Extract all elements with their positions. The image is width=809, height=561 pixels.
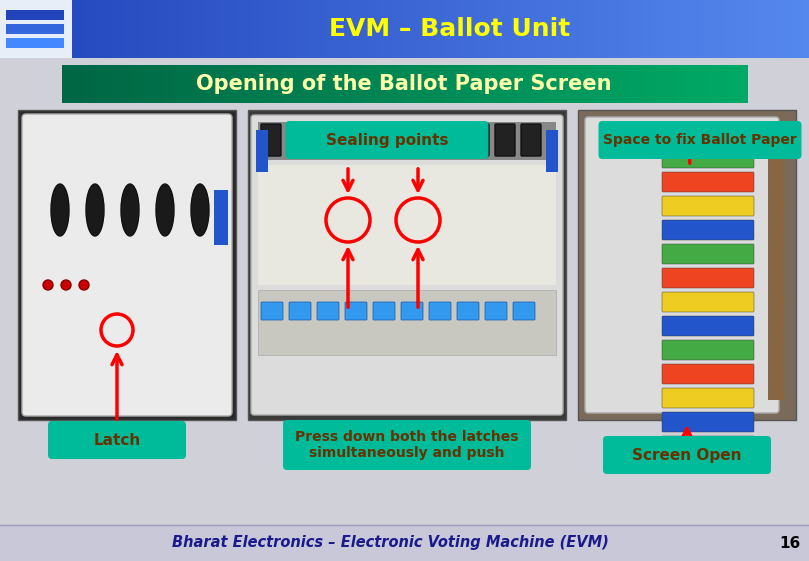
- FancyBboxPatch shape: [417, 124, 437, 156]
- Circle shape: [43, 280, 53, 290]
- FancyBboxPatch shape: [22, 114, 232, 416]
- FancyBboxPatch shape: [0, 525, 809, 561]
- Text: Bharat Electronics – Electronic Voting Machine (EVM): Bharat Electronics – Electronic Voting M…: [172, 536, 608, 550]
- FancyBboxPatch shape: [373, 302, 395, 320]
- FancyBboxPatch shape: [286, 121, 489, 159]
- FancyBboxPatch shape: [6, 24, 64, 34]
- Text: Screen Open: Screen Open: [633, 448, 742, 462]
- FancyBboxPatch shape: [6, 10, 64, 20]
- FancyBboxPatch shape: [214, 190, 228, 245]
- FancyBboxPatch shape: [248, 110, 566, 420]
- FancyBboxPatch shape: [429, 302, 451, 320]
- FancyBboxPatch shape: [546, 130, 558, 172]
- FancyBboxPatch shape: [662, 292, 754, 312]
- FancyBboxPatch shape: [261, 124, 281, 156]
- FancyBboxPatch shape: [258, 165, 556, 285]
- FancyBboxPatch shape: [662, 412, 754, 432]
- FancyBboxPatch shape: [662, 244, 754, 264]
- FancyBboxPatch shape: [662, 436, 754, 456]
- Text: Opening of the Ballot Paper Screen: Opening of the Ballot Paper Screen: [197, 74, 612, 94]
- FancyBboxPatch shape: [401, 302, 423, 320]
- Ellipse shape: [121, 184, 139, 236]
- FancyBboxPatch shape: [18, 110, 236, 420]
- FancyBboxPatch shape: [768, 130, 784, 400]
- FancyBboxPatch shape: [662, 268, 754, 288]
- FancyBboxPatch shape: [287, 124, 307, 156]
- FancyBboxPatch shape: [662, 124, 754, 144]
- Text: EVM – Ballot Unit: EVM – Ballot Unit: [329, 17, 570, 41]
- FancyBboxPatch shape: [391, 124, 411, 156]
- FancyBboxPatch shape: [599, 121, 802, 159]
- Text: Press down both the latches
simultaneously and push: Press down both the latches simultaneous…: [295, 430, 519, 460]
- FancyBboxPatch shape: [317, 302, 339, 320]
- FancyBboxPatch shape: [6, 38, 64, 48]
- FancyBboxPatch shape: [662, 364, 754, 384]
- FancyBboxPatch shape: [0, 0, 72, 58]
- FancyBboxPatch shape: [521, 124, 541, 156]
- Text: Latch: Latch: [93, 433, 141, 448]
- FancyBboxPatch shape: [495, 124, 515, 156]
- FancyBboxPatch shape: [345, 302, 367, 320]
- Circle shape: [61, 280, 71, 290]
- Ellipse shape: [86, 184, 104, 236]
- FancyBboxPatch shape: [662, 148, 754, 168]
- FancyBboxPatch shape: [261, 302, 283, 320]
- FancyBboxPatch shape: [313, 124, 333, 156]
- FancyBboxPatch shape: [662, 220, 754, 240]
- FancyBboxPatch shape: [578, 110, 796, 420]
- FancyBboxPatch shape: [662, 172, 754, 192]
- FancyBboxPatch shape: [258, 122, 556, 160]
- Text: 16: 16: [779, 536, 801, 550]
- FancyBboxPatch shape: [469, 124, 489, 156]
- Ellipse shape: [51, 184, 69, 236]
- Circle shape: [79, 280, 89, 290]
- FancyBboxPatch shape: [0, 58, 809, 561]
- FancyBboxPatch shape: [289, 302, 311, 320]
- Text: Space to fix Ballot Paper: Space to fix Ballot Paper: [604, 133, 797, 147]
- Ellipse shape: [156, 184, 174, 236]
- FancyBboxPatch shape: [258, 290, 556, 355]
- FancyBboxPatch shape: [662, 340, 754, 360]
- FancyBboxPatch shape: [443, 124, 463, 156]
- FancyBboxPatch shape: [662, 388, 754, 408]
- FancyBboxPatch shape: [256, 130, 268, 172]
- FancyBboxPatch shape: [339, 124, 359, 156]
- FancyBboxPatch shape: [365, 124, 385, 156]
- FancyBboxPatch shape: [251, 115, 563, 415]
- FancyBboxPatch shape: [662, 196, 754, 216]
- FancyBboxPatch shape: [485, 302, 507, 320]
- Text: Sealing points: Sealing points: [326, 132, 448, 148]
- FancyBboxPatch shape: [457, 302, 479, 320]
- FancyBboxPatch shape: [662, 316, 754, 336]
- FancyBboxPatch shape: [603, 436, 771, 474]
- FancyBboxPatch shape: [48, 421, 186, 459]
- Ellipse shape: [191, 184, 209, 236]
- FancyBboxPatch shape: [513, 302, 535, 320]
- FancyBboxPatch shape: [585, 117, 779, 413]
- FancyBboxPatch shape: [283, 420, 531, 470]
